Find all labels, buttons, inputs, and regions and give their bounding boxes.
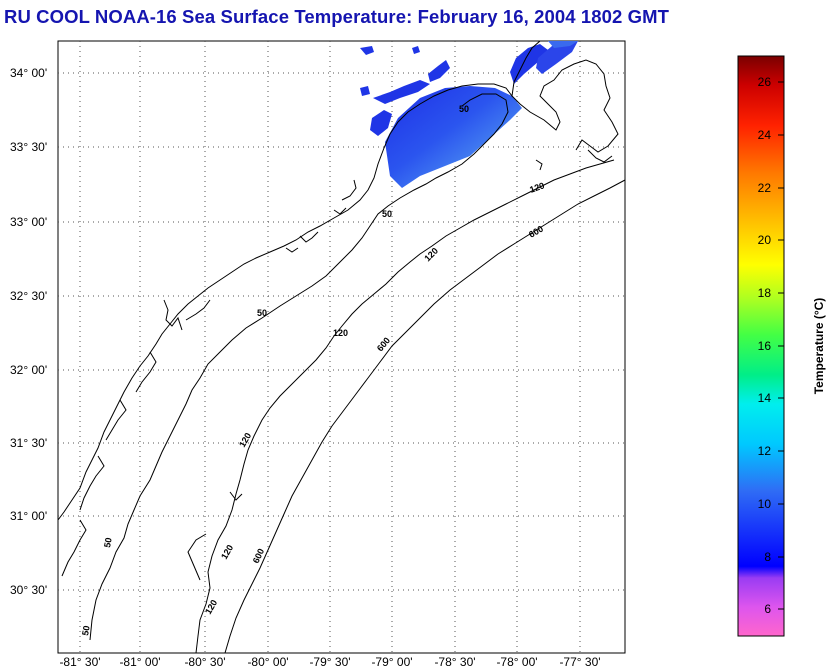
lat-label: 33° 30' xyxy=(10,140,47,154)
lon-label: -80° 00' xyxy=(247,655,288,669)
colorbar-label: Temperature (°C) xyxy=(812,298,826,395)
lon-label: -81° 30' xyxy=(59,655,100,669)
colorbar-tick: 10 xyxy=(758,497,772,511)
contour-label-50: 50 xyxy=(102,537,114,549)
colorbar-tick: 24 xyxy=(758,128,772,142)
colorbar-tick: 16 xyxy=(758,339,772,353)
colorbar-tick: 8 xyxy=(764,550,771,564)
lon-label: -78° 00' xyxy=(496,655,537,669)
lon-label: -78° 30' xyxy=(434,655,475,669)
lon-label: -80° 30' xyxy=(184,655,225,669)
contour-label-50: 50 xyxy=(382,209,392,219)
lat-label: 32° 00' xyxy=(10,363,47,377)
colorbar: 26 24 22 20 18 16 14 12 10 8 6 Temperatu… xyxy=(737,55,826,637)
contour-label-50: 50 xyxy=(257,308,267,318)
colorbar-tick: 26 xyxy=(758,75,772,89)
coastline xyxy=(57,40,619,577)
contour-label-120: 120 xyxy=(333,328,348,338)
isobath-600 xyxy=(224,179,626,654)
colorbar-tick: 18 xyxy=(758,286,772,300)
lat-label: 32° 30' xyxy=(10,289,47,303)
sst-data-patch xyxy=(360,41,578,188)
contour-label-120: 120 xyxy=(528,180,546,195)
lat-label: 30° 30' xyxy=(10,583,47,597)
contour-label-50: 50 xyxy=(80,625,92,637)
latitude-labels: 34° 00' 33° 30' 33° 00' 32° 30' 32° 00' … xyxy=(10,66,47,597)
lon-label: -79° 00' xyxy=(371,655,412,669)
colorbar-tick: 22 xyxy=(758,181,772,195)
colorbar-tick: 6 xyxy=(764,602,771,616)
colorbar-tick: 14 xyxy=(758,391,772,405)
lat-label: 33° 00' xyxy=(10,215,47,229)
lon-label: -81° 00' xyxy=(119,655,160,669)
lat-label: 34° 00' xyxy=(10,66,47,80)
colorbar-tick: 12 xyxy=(758,444,772,458)
lon-label: -79° 30' xyxy=(309,655,350,669)
map-title: RU COOL NOAA-16 Sea Surface Temperature:… xyxy=(4,6,670,27)
lat-label: 31° 30' xyxy=(10,436,47,450)
colorbar-gradient xyxy=(737,55,785,637)
lat-label: 31° 00' xyxy=(10,509,47,523)
contour-label-50: 50 xyxy=(459,104,469,114)
isobath-50 xyxy=(89,93,509,641)
map-frame xyxy=(57,40,626,654)
colorbar-tick: 20 xyxy=(758,233,772,247)
longitude-labels: -81° 30' -81° 00' -80° 30' -80° 00' -79°… xyxy=(59,655,600,669)
isobath-120 xyxy=(187,159,615,654)
lon-label: -77° 30' xyxy=(559,655,600,669)
